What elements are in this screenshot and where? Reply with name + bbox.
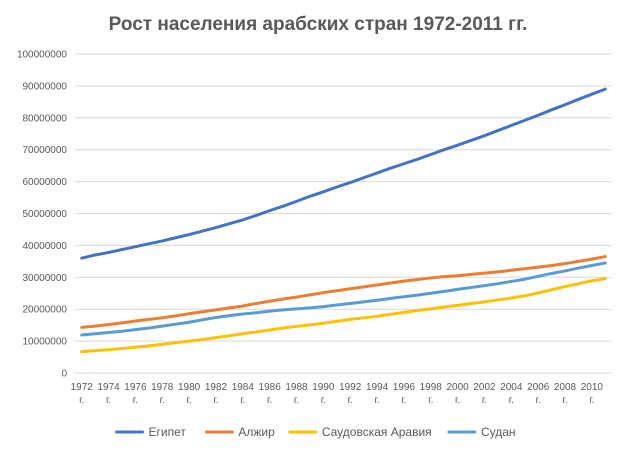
legend: Египет Алжир Саудовская Аравия Судан bbox=[115, 425, 516, 439]
legend-item: Судан bbox=[447, 425, 516, 439]
x-tick-suffix: г. bbox=[79, 395, 84, 406]
y-tick-label: 40000000 bbox=[23, 241, 68, 252]
x-tick-suffix: г. bbox=[213, 395, 218, 406]
x-tick-suffix: г. bbox=[187, 395, 192, 406]
series-lines bbox=[80, 87, 607, 354]
y-tick-label: 100000000 bbox=[17, 50, 67, 61]
x-tick-label: 1998 г. bbox=[420, 382, 443, 406]
legend-label: Саудовская Аравия bbox=[322, 425, 432, 439]
x-tick-suffix: г. bbox=[374, 395, 379, 406]
x-tick-year: 1994 bbox=[366, 382, 389, 393]
x-tick-suffix: г. bbox=[133, 395, 138, 406]
x-tick-suffix: г. bbox=[589, 395, 594, 406]
legend-label: Алжир bbox=[238, 425, 275, 439]
series-line-2 bbox=[80, 277, 607, 354]
x-tick-year: 1978 bbox=[151, 382, 174, 393]
x-tick-label: 2006 г. bbox=[527, 382, 550, 406]
legend-label: Египет bbox=[149, 425, 187, 439]
series-line-3 bbox=[80, 261, 607, 337]
x-tick-label: 1972 г. bbox=[71, 382, 94, 406]
y-tick-label: 30000000 bbox=[23, 273, 68, 284]
x-tick-year: 2002 bbox=[473, 382, 496, 393]
x-tick-suffix: г. bbox=[509, 395, 514, 406]
x-tick-label: 2002 г. bbox=[473, 382, 496, 406]
x-tick-label: 1978 г. bbox=[151, 382, 174, 406]
x-tick-label: 2000 г. bbox=[446, 382, 469, 406]
x-tick-suffix: г. bbox=[536, 395, 541, 406]
x-tick-label: 1990 г. bbox=[312, 382, 335, 406]
chart-title: Рост населения арабских стран 1972-2011 … bbox=[109, 14, 528, 35]
x-tick-suffix: г. bbox=[294, 395, 299, 406]
legend-label: Судан bbox=[481, 425, 516, 439]
x-tick-suffix: г. bbox=[240, 395, 245, 406]
x-axis-tick-labels: 1972 г.1974 г.1976 г.1978 г.1980 г.1982 г.1984… bbox=[71, 382, 604, 406]
x-tick-year: 1982 bbox=[205, 382, 228, 393]
x-tick-suffix: г. bbox=[267, 395, 272, 406]
legend-item: Саудовская Аравия bbox=[288, 425, 432, 439]
x-tick-label: 2008 г. bbox=[554, 382, 577, 406]
x-tick-year: 2006 bbox=[527, 382, 550, 393]
x-tick-year: 1986 bbox=[259, 382, 282, 393]
x-tick-label: 1996 г. bbox=[393, 382, 416, 406]
x-tick-year: 1980 bbox=[178, 382, 201, 393]
y-axis-tick-labels: 0 10000000 20000000 30000000 40000000 5000000… bbox=[17, 50, 68, 380]
x-tick-year: 2008 bbox=[554, 382, 577, 393]
x-tick-year: 1992 bbox=[339, 382, 362, 393]
x-tick-label: 2004 г. bbox=[500, 382, 523, 406]
x-tick-label: 1994 г. bbox=[366, 382, 389, 406]
y-tick-label: 20000000 bbox=[23, 305, 68, 316]
y-tick-label: 0 bbox=[61, 369, 67, 380]
x-tick-suffix: г. bbox=[106, 395, 111, 406]
y-tick-label: 50000000 bbox=[23, 209, 68, 220]
x-tick-year: 1974 bbox=[97, 382, 120, 393]
x-tick-suffix: г. bbox=[482, 395, 487, 406]
x-tick-year: 1996 bbox=[393, 382, 416, 393]
series-line-0 bbox=[80, 87, 607, 260]
x-tick-label: 1982 г. bbox=[205, 382, 228, 406]
x-tick-suffix: г. bbox=[428, 395, 433, 406]
x-tick-year: 1984 bbox=[232, 382, 255, 393]
legend-item: Египет bbox=[115, 425, 187, 439]
x-tick-label: 1980 г. bbox=[178, 382, 201, 406]
x-tick-label: 1992 г. bbox=[339, 382, 362, 406]
legend-item: Алжир bbox=[204, 425, 275, 439]
y-tick-label: 80000000 bbox=[23, 113, 68, 124]
x-tick-label: 1988 г. bbox=[285, 382, 308, 406]
x-tick-year: 1976 bbox=[124, 382, 147, 393]
x-tick-label: 1976 г. bbox=[124, 382, 147, 406]
x-tick-year: 2000 bbox=[446, 382, 469, 393]
x-tick-suffix: г. bbox=[562, 395, 567, 406]
x-tick-suffix: г. bbox=[348, 395, 353, 406]
x-tick-label: 2010 г. bbox=[581, 382, 604, 406]
y-tick-label: 10000000 bbox=[23, 337, 68, 348]
series-line-1 bbox=[80, 255, 607, 329]
x-tick-suffix: г. bbox=[160, 395, 165, 406]
x-tick-year: 1988 bbox=[285, 382, 308, 393]
x-tick-year: 1990 bbox=[312, 382, 335, 393]
x-tick-suffix: г. bbox=[321, 395, 326, 406]
gridlines bbox=[75, 53, 612, 374]
x-tick-year: 2004 bbox=[500, 382, 523, 393]
x-tick-suffix: г. bbox=[401, 395, 406, 406]
x-tick-year: 2010 bbox=[581, 382, 604, 393]
x-tick-label: 1984 г. bbox=[232, 382, 255, 406]
x-tick-year: 1972 bbox=[71, 382, 94, 393]
x-tick-suffix: г. bbox=[455, 395, 460, 406]
x-tick-year: 1998 bbox=[420, 382, 443, 393]
x-tick-label: 1986 г. bbox=[259, 382, 282, 406]
y-tick-label: 90000000 bbox=[23, 81, 68, 92]
y-tick-label: 60000000 bbox=[23, 177, 68, 188]
x-tick-label: 1974 г. bbox=[97, 382, 120, 406]
y-tick-label: 70000000 bbox=[23, 145, 68, 156]
